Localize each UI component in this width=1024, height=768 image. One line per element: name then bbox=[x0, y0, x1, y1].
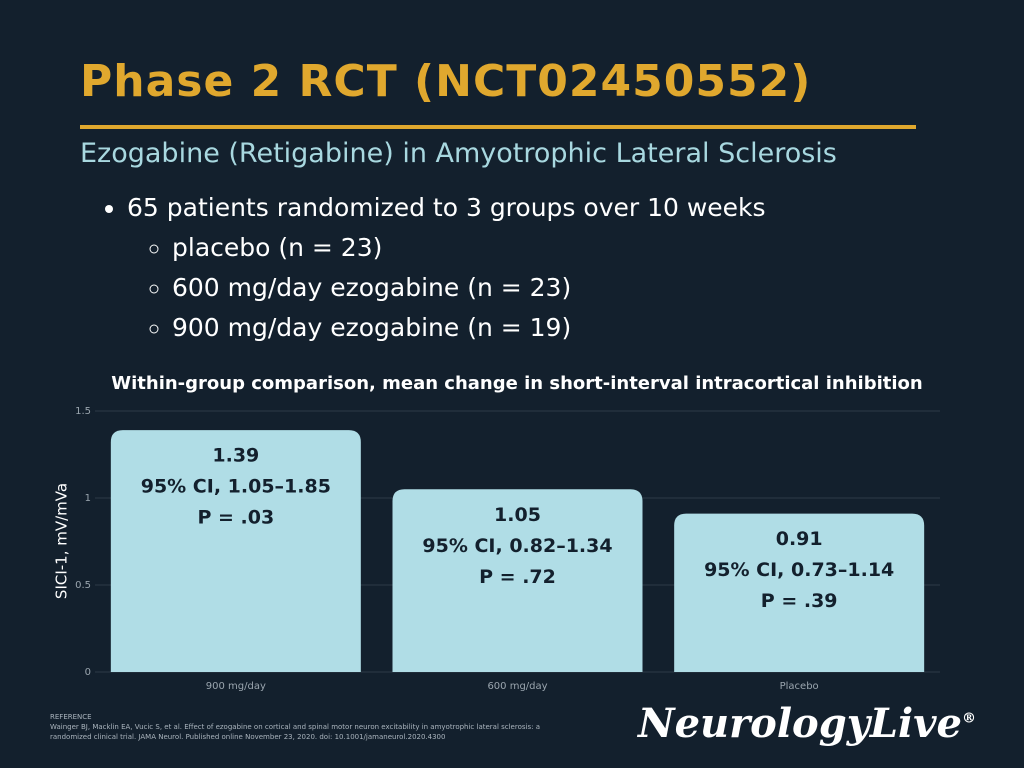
sub-bullet: placebo (n = 23) bbox=[172, 228, 766, 268]
sub-bullet: 900 mg/day ezogabine (n = 19) bbox=[172, 308, 766, 348]
y-tick-label: 0 bbox=[85, 667, 91, 678]
bar bbox=[392, 489, 643, 672]
ci-label: 95% CI, 0.82–1.34 bbox=[422, 535, 612, 557]
reference-heading: REFERENCE bbox=[50, 713, 92, 721]
x-tick-label: 900 mg/day bbox=[206, 681, 266, 692]
sub-bullet: 600 mg/day ezogabine (n = 23) bbox=[172, 268, 766, 308]
subtitle: Ezogabine (Retigabine) in Amyotrophic La… bbox=[80, 138, 837, 169]
title-rule bbox=[80, 125, 916, 129]
value-label: 1.05 bbox=[494, 504, 541, 526]
bullet-text: 65 patients randomized to 3 groups over … bbox=[127, 193, 766, 222]
p-label: P = .03 bbox=[197, 507, 274, 529]
x-tick-label: Placebo bbox=[780, 681, 819, 692]
logo-text: NeurologyLive bbox=[638, 700, 962, 747]
logo-mark: ® bbox=[961, 710, 976, 727]
p-label: P = .72 bbox=[479, 566, 556, 588]
value-label: 1.39 bbox=[212, 445, 259, 467]
value-label: 0.91 bbox=[776, 528, 823, 550]
bullet-list: 65 patients randomized to 3 groups over … bbox=[82, 188, 766, 348]
ci-label: 95% CI, 0.73–1.14 bbox=[704, 559, 894, 581]
y-tick-label: 1.5 bbox=[75, 406, 91, 417]
y-axis-label: SICI-1, mV/mVa bbox=[53, 483, 71, 599]
sub-list: placebo (n = 23) 600 mg/day ezogabine (n… bbox=[127, 228, 766, 348]
y-tick-label: 1 bbox=[85, 493, 91, 504]
slide-title: Phase 2 RCT (NCT02450552) bbox=[80, 56, 812, 107]
bullet: 65 patients randomized to 3 groups over … bbox=[127, 188, 766, 348]
bar bbox=[110, 430, 361, 672]
logo: NeurologyLive® bbox=[638, 700, 976, 747]
y-tick-label: 0.5 bbox=[75, 580, 91, 591]
reference-text: Wainger BJ, Macklin EA, Vucic S, et al. … bbox=[50, 723, 540, 741]
reference: REFERENCE Wainger BJ, Macklin EA, Vucic … bbox=[50, 712, 580, 742]
ci-label: 95% CI, 1.05–1.85 bbox=[141, 476, 331, 498]
p-label: P = .39 bbox=[761, 590, 838, 612]
x-tick-label: 600 mg/day bbox=[487, 681, 547, 692]
chart-title: Within-group comparison, mean change in … bbox=[111, 373, 922, 394]
bar bbox=[674, 513, 925, 672]
